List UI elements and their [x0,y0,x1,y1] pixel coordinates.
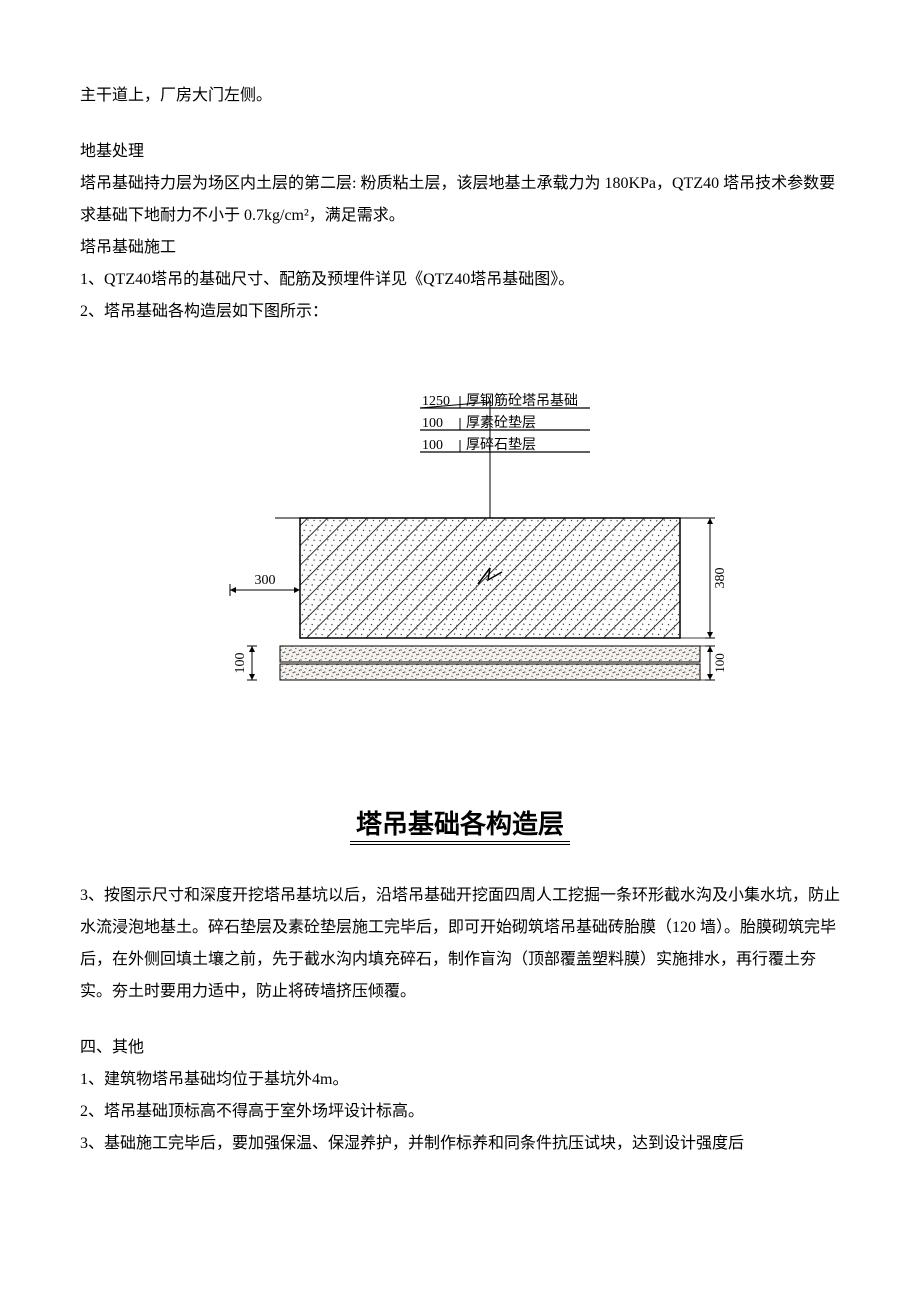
diagram-title-text: 塔吊基础各构造层 [350,809,570,845]
svg-text:100: 100 [233,653,248,674]
paragraph: 1、QTZ40塔吊的基础尺寸、配筋及预埋件详见《QTZ40塔吊基础图》。 [80,264,840,296]
svg-text:厚素砼垫层: 厚素砼垫层 [466,415,536,431]
section-heading: 四、其他 [80,1032,840,1064]
svg-text:100: 100 [712,653,727,673]
foundation-diagram-svg: 1250厚钢筋砼塔吊基础100厚素砼垫层100厚碎石垫层300100380100 [180,368,740,788]
svg-text:380: 380 [713,568,728,589]
paragraph: 2、塔吊基础各构造层如下图所示： [80,296,840,328]
section-heading: 塔吊基础施工 [80,232,840,264]
svg-text:300: 300 [255,573,276,588]
diagram-title: 塔吊基础各构造层 [80,798,840,850]
svg-text:厚钢筋砼塔吊基础: 厚钢筋砼塔吊基础 [466,392,578,409]
paragraph: 主干道上，厂房大门左侧。 [80,80,840,112]
svg-text:100: 100 [422,438,443,453]
paragraph: 1、建筑物塔吊基础均位于基坑外4m。 [80,1064,840,1096]
foundation-diagram: 1250厚钢筋砼塔吊基础100厚素砼垫层100厚碎石垫层300100380100 [80,368,840,788]
paragraph: 3、基础施工完毕后，要加强保温、保湿养护，并制作标养和同条件抗压试块，达到设计强… [80,1128,840,1160]
spacer [80,112,840,136]
paragraph: 2、塔吊基础顶标高不得高于室外场坪设计标高。 [80,1096,840,1128]
section-heading: 地基处理 [80,136,840,168]
svg-text:100: 100 [422,416,443,431]
spacer [80,1008,840,1032]
paragraph: 3、按图示尺寸和深度开挖塔吊基坑以后，沿塔吊基础开挖面四周人工挖掘一条环形截水沟… [80,880,840,1008]
paragraph: 塔吊基础持力层为场区内土层的第二层: 粉质粘土层，该层地基土承载力为 180KP… [80,168,840,232]
svg-text:厚碎石垫层: 厚碎石垫层 [466,437,536,453]
